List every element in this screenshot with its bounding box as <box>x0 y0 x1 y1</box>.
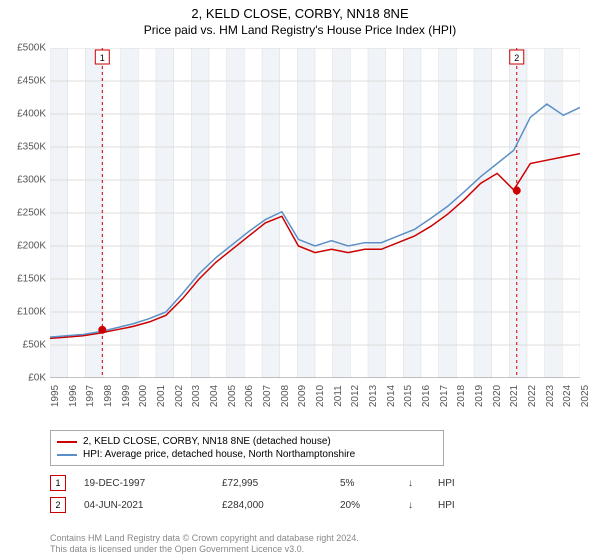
marker-date: 04-JUN-2021 <box>84 500 204 511</box>
x-tick-label: 2025 <box>580 385 591 407</box>
legend-item: 2, KELD CLOSE, CORBY, NN18 8NE (detached… <box>57 435 437 448</box>
x-tick-label: 2022 <box>527 385 538 407</box>
y-tick-label: £350K <box>17 142 46 153</box>
x-tick-label: 2015 <box>403 385 414 407</box>
x-tick-label: 2012 <box>350 385 361 407</box>
legend-item: HPI: Average price, detached house, Nort… <box>57 448 437 461</box>
x-tick-label: 1995 <box>50 385 61 407</box>
x-tick-label: 2017 <box>439 385 450 407</box>
x-tick-label: 2008 <box>280 385 291 407</box>
chart-svg: 12 <box>50 48 580 378</box>
footer-line-2: This data is licensed under the Open Gov… <box>50 544 359 556</box>
marker-table: 1 19-DEC-1997 £72,995 5% ↓ HPI 2 04-JUN-2021 £28… <box>50 472 570 516</box>
y-tick-label: £450K <box>17 76 46 87</box>
x-tick-label: 2021 <box>509 385 520 407</box>
x-tick-label: 2010 <box>315 385 326 407</box>
marker-badge: 2 <box>50 497 66 513</box>
x-tick-label: 2005 <box>227 385 238 407</box>
svg-text:2: 2 <box>514 53 519 63</box>
legend-label: 2, KELD CLOSE, CORBY, NN18 8NE (detached… <box>83 436 331 447</box>
y-tick-label: £400K <box>17 109 46 120</box>
footer-line-1: Contains HM Land Registry data © Crown c… <box>50 533 359 545</box>
x-tick-label: 2024 <box>562 385 573 407</box>
x-tick-label: 2006 <box>244 385 255 407</box>
x-tick-label: 2023 <box>545 385 556 407</box>
marker-rel: HPI <box>438 478 455 489</box>
y-tick-label: £0K <box>28 373 46 384</box>
svg-text:1: 1 <box>100 53 105 63</box>
footer: Contains HM Land Registry data © Crown c… <box>50 533 359 556</box>
legend: 2, KELD CLOSE, CORBY, NN18 8NE (detached… <box>50 430 444 466</box>
x-tick-label: 2002 <box>174 385 185 407</box>
marker-row: 1 19-DEC-1997 £72,995 5% ↓ HPI <box>50 472 570 494</box>
y-tick-label: £200K <box>17 241 46 252</box>
x-tick-label: 2020 <box>492 385 503 407</box>
x-tick-label: 2019 <box>474 385 485 407</box>
y-tick-label: £300K <box>17 175 46 186</box>
y-axis: £0K£50K£100K£150K£200K£250K£300K£350K£40… <box>0 48 50 378</box>
marker-price: £284,000 <box>222 500 322 511</box>
x-tick-label: 2018 <box>456 385 467 407</box>
x-tick-label: 2000 <box>138 385 149 407</box>
x-tick-label: 2001 <box>156 385 167 407</box>
marker-badge: 1 <box>50 475 66 491</box>
x-tick-label: 2007 <box>262 385 273 407</box>
marker-row: 2 04-JUN-2021 £284,000 20% ↓ HPI <box>50 494 570 516</box>
arrow-down-icon: ↓ <box>408 478 420 489</box>
y-tick-label: £250K <box>17 208 46 219</box>
x-tick-label: 2016 <box>421 385 432 407</box>
marker-rel: HPI <box>438 500 455 511</box>
x-axis: 1995 1996 1997 1998 1999 2000 2001 2002 2003 2004… <box>50 378 580 428</box>
x-tick-label: 1999 <box>121 385 132 407</box>
marker-date: 19-DEC-1997 <box>84 478 204 489</box>
legend-label: HPI: Average price, detached house, Nort… <box>83 449 355 460</box>
y-tick-label: £50K <box>23 340 46 351</box>
x-tick-label: 1998 <box>103 385 114 407</box>
page-subtitle: Price paid vs. HM Land Registry's House … <box>0 21 600 37</box>
y-tick-label: £150K <box>17 274 46 285</box>
x-tick-label: 2014 <box>386 385 397 407</box>
x-tick-label: 2013 <box>368 385 379 407</box>
marker-price: £72,995 <box>222 478 322 489</box>
marker-pct: 20% <box>340 500 390 511</box>
x-tick-label: 2004 <box>209 385 220 407</box>
x-tick-label: 2009 <box>297 385 308 407</box>
y-tick-label: £500K <box>17 43 46 54</box>
chart-container: 2, KELD CLOSE, CORBY, NN18 8NE Price pai… <box>0 0 600 560</box>
marker-pct: 5% <box>340 478 390 489</box>
x-tick-label: 2011 <box>333 385 344 407</box>
x-tick-label: 2003 <box>191 385 202 407</box>
x-tick-label: 1996 <box>68 385 79 407</box>
page-title: 2, KELD CLOSE, CORBY, NN18 8NE <box>0 0 600 21</box>
chart-area: 12 <box>50 48 580 378</box>
x-tick-label: 1997 <box>85 385 96 407</box>
legend-swatch <box>57 441 77 443</box>
legend-swatch <box>57 454 77 456</box>
y-tick-label: £100K <box>17 307 46 318</box>
arrow-down-icon: ↓ <box>408 500 420 511</box>
